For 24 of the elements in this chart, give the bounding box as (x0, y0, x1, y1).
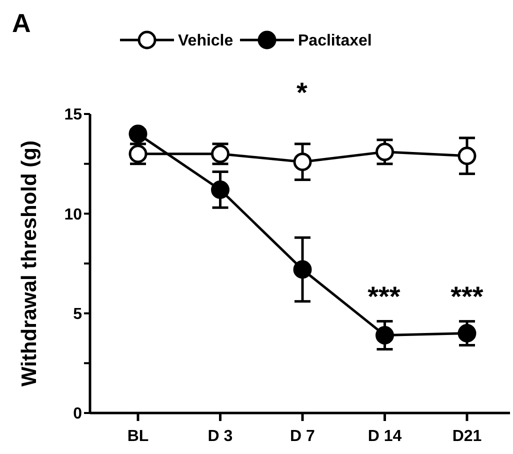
y-axis-title: Withdrawal threshold (g) (18, 140, 41, 386)
point (211, 180, 230, 199)
point (293, 260, 312, 279)
legend-label: Paclitaxel (298, 32, 372, 50)
y-tick-label: 5 (73, 306, 82, 323)
text: * (296, 77, 308, 108)
x-tick-label: BL (127, 428, 149, 445)
point (128, 124, 148, 144)
annotation: *** (368, 281, 400, 312)
point (376, 326, 394, 345)
x-tick-label: D 7 (290, 428, 316, 445)
x-tick-label: D 14 (368, 428, 402, 445)
y-tick-label: 15 (64, 106, 82, 124)
point (458, 324, 476, 343)
legend-label: Vehicle (178, 32, 234, 50)
chart-title: A (12, 8, 31, 38)
x-tick-label: D 3 (208, 428, 233, 445)
point (458, 146, 476, 166)
point (376, 142, 394, 162)
point (293, 152, 312, 172)
y-tick-label: 10 (64, 206, 82, 224)
y-tick-label: 0 (73, 406, 82, 423)
annotation: *** (450, 281, 484, 312)
x-tick-label: D21 (452, 428, 482, 445)
